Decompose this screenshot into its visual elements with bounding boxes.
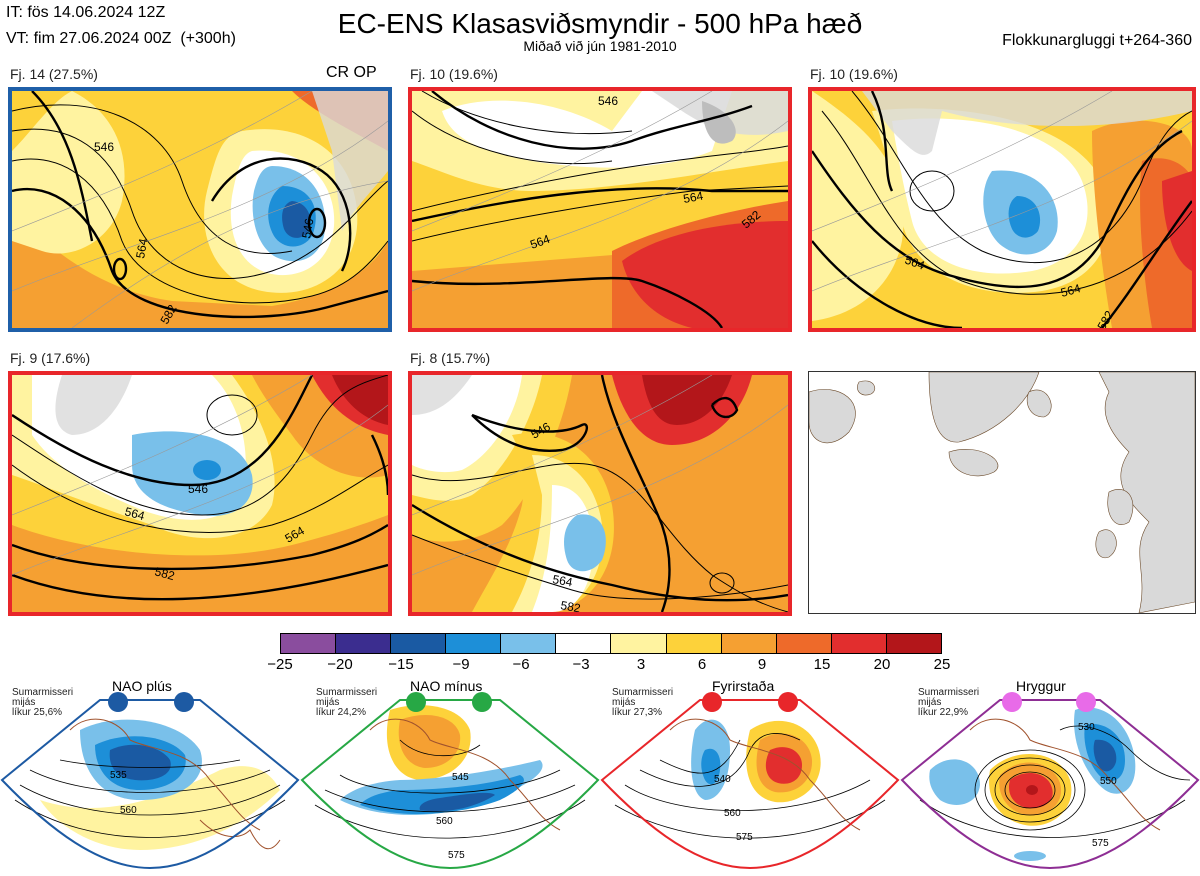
regime-2-contour-label: 575 (448, 850, 465, 861)
panel-4-contour-label: 546 (188, 482, 208, 496)
colorbar-tick: 15 (813, 656, 831, 673)
regime-1-title: NAO plús (112, 678, 172, 694)
colorbar-tick: 6 (697, 656, 707, 673)
regime-3-contour-label: 560 (724, 808, 741, 819)
cluster-map-3: 564 564 582 (808, 87, 1196, 332)
cluster-map-4: 546 564 564 582 (8, 371, 392, 616)
regime-3-contour-label: 540 (714, 774, 731, 785)
regime-2-contour-label: 545 (452, 772, 469, 783)
colorbar-segment (831, 634, 887, 653)
regime-2-contour-label: 560 (436, 816, 453, 827)
regime-1-map: 535 560 (0, 690, 300, 871)
colorbar-tick: 9 (757, 656, 767, 673)
colorbar-segment (446, 634, 502, 653)
colorbar (280, 633, 942, 654)
colorbar-tick: −3 (572, 656, 590, 673)
cluster-map-1: 546 564 582 546 (8, 87, 392, 332)
colorbar-segment (776, 634, 832, 653)
colorbar-segment (611, 634, 667, 653)
regime-4-title: Hryggur (1016, 678, 1066, 694)
regime-4-contour-label: 530 (1078, 722, 1095, 733)
colorbar-tick: −25 (267, 656, 293, 673)
regime-2-title: NAO mínus (410, 678, 483, 694)
panel-5-contour-label: 582 (559, 598, 581, 612)
regime-2-note: Sumarmisseri mijás líkur 24,2% (316, 687, 378, 718)
panel-1-contour-label: 564 (133, 237, 150, 259)
colorbar-tick: −20 (327, 656, 353, 673)
colorbar-segment (886, 634, 941, 653)
panel-2-label: Fj. 10 (19.6%) (410, 66, 498, 82)
regime-2-map: 545 560 575 (300, 690, 600, 871)
panel-3-label: Fj. 10 (19.6%) (810, 66, 898, 82)
base-map (808, 371, 1196, 614)
panel-1-contour-label: 546 (299, 217, 316, 239)
page-title: EC-ENS Klasasviðsmyndir - 500 hPa hæð (337, 8, 863, 39)
regime-4-contour-label: 550 (1100, 776, 1117, 787)
regime-1-note: Sumarmisseri mijás líkur 25,6% (12, 687, 74, 718)
panel-1-contour-label: 546 (94, 140, 114, 154)
panel-5-label: Fj. 8 (15.7%) (410, 350, 491, 366)
regime-3-map: 540 560 575 (600, 690, 900, 871)
panel-4-contour-label: 582 (153, 564, 176, 583)
colorbar-tick: 3 (636, 656, 646, 673)
panel-2-contour-label: 564 (528, 232, 552, 252)
panel-3-contour-label: 564 (903, 253, 927, 273)
panel-4-contour-label: 564 (123, 504, 146, 523)
colorbar-segment (666, 634, 722, 653)
regime-4-note: Sumarmisseri mijás líkur 22,9% (918, 687, 980, 718)
colorbar-tick: −9 (452, 656, 470, 673)
colorbar-segment (281, 634, 337, 653)
colorbar-segment (556, 634, 612, 653)
regime-4-contour-label: 575 (1092, 838, 1109, 849)
colorbar-segment (501, 634, 557, 653)
panel-1-label: Fj. 14 (27.5%) (10, 66, 98, 82)
colorbar-tick: −15 (388, 656, 414, 673)
panel-2-contour-label: 564 (682, 189, 704, 206)
cluster-map-5: 546 564 582 (408, 371, 792, 616)
cluster-map-2: 546 564 564 582 (408, 87, 792, 332)
panel-4-label: Fj. 9 (17.6%) (10, 350, 91, 366)
colorbar-segment (391, 634, 447, 653)
issue-time: IT: fös 14.06.2024 12Z (6, 4, 166, 21)
colorbar-tick: 25 (933, 656, 951, 673)
regime-3-contour-label: 575 (736, 832, 753, 843)
regime-1-contour-label: 535 (110, 770, 127, 781)
colorbar-tick: −6 (512, 656, 530, 673)
colorbar-tick: 20 (873, 656, 891, 673)
regime-4-map: 530 550 575 (900, 690, 1200, 871)
regime-3-note: Sumarmisseri mijás líkur 27,3% (612, 687, 674, 718)
colorbar-segment (721, 634, 777, 653)
regime-1-contour-label: 560 (120, 805, 137, 816)
regime-3-title: Fyrirstaða (712, 678, 775, 694)
panel-1-extra: CR OP (326, 64, 377, 81)
panel-3-contour-label: 564 (1059, 281, 1082, 300)
colorbar-segment (336, 634, 392, 653)
window-label: Flokkunargluggi t+264-360 (1002, 32, 1192, 49)
panel-2-contour-label: 546 (598, 94, 618, 108)
valid-time: VT: fim 27.06.2024 00Z (+300h) (6, 30, 236, 47)
panel-5-contour-label: 564 (551, 572, 573, 589)
page-subtitle: Miðað við jún 1981-2010 (523, 38, 677, 54)
